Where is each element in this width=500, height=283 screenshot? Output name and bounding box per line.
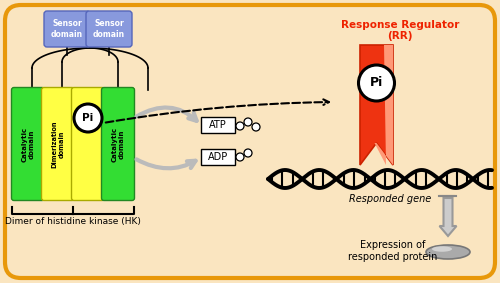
FancyBboxPatch shape <box>201 117 235 133</box>
FancyBboxPatch shape <box>86 11 132 47</box>
Circle shape <box>358 65 394 101</box>
Text: ATP: ATP <box>209 120 227 130</box>
Text: Catalytic
domain: Catalytic domain <box>22 127 35 162</box>
Circle shape <box>236 122 244 130</box>
FancyBboxPatch shape <box>102 87 134 200</box>
Ellipse shape <box>432 246 452 252</box>
Text: Sensor
domain: Sensor domain <box>51 19 83 39</box>
Text: Responded gene: Responded gene <box>349 194 431 204</box>
Text: Catalytic
domain: Catalytic domain <box>112 127 124 162</box>
FancyBboxPatch shape <box>201 149 235 165</box>
Ellipse shape <box>426 245 470 259</box>
FancyBboxPatch shape <box>44 11 90 47</box>
Text: Response Regulator: Response Regulator <box>341 20 459 30</box>
Circle shape <box>236 153 244 161</box>
Text: Pi: Pi <box>82 113 94 123</box>
Circle shape <box>244 149 252 157</box>
FancyBboxPatch shape <box>72 87 104 200</box>
Text: Dimer of histidine kinase (HK): Dimer of histidine kinase (HK) <box>5 217 141 226</box>
Text: Expression of
responded protein: Expression of responded protein <box>348 240 438 261</box>
Circle shape <box>244 118 252 126</box>
FancyArrow shape <box>440 198 456 236</box>
Text: Pi: Pi <box>370 76 383 89</box>
FancyBboxPatch shape <box>5 5 495 278</box>
Circle shape <box>74 104 102 132</box>
Text: Dimerization
domain: Dimerization domain <box>52 120 64 168</box>
Text: ADP: ADP <box>208 152 228 162</box>
Polygon shape <box>360 45 393 165</box>
Text: Sensor
domain: Sensor domain <box>93 19 125 39</box>
Text: (RR): (RR) <box>387 31 413 41</box>
Polygon shape <box>374 45 393 165</box>
FancyBboxPatch shape <box>42 87 74 200</box>
FancyBboxPatch shape <box>12 87 44 200</box>
Circle shape <box>252 123 260 131</box>
